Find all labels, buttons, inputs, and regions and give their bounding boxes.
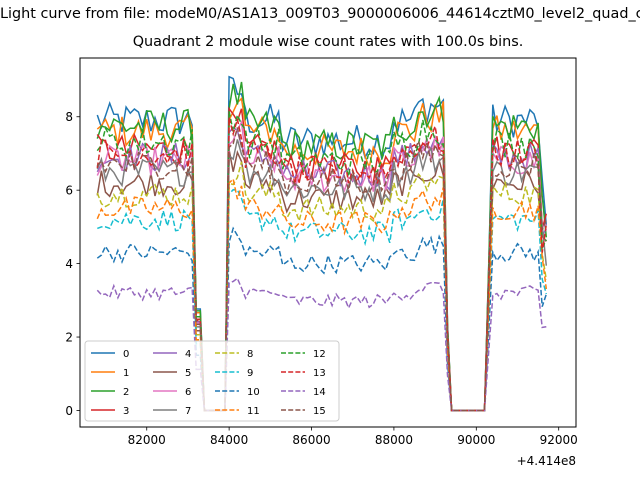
legend-label-5: 5 bbox=[185, 368, 191, 379]
axes-frame bbox=[79, 57, 577, 428]
plot-area bbox=[96, 75, 548, 412]
legend-label-15: 15 bbox=[313, 406, 326, 417]
x-tick-label: 82000 bbox=[128, 433, 166, 447]
legend-label-6: 6 bbox=[185, 387, 191, 398]
legend-label-2: 2 bbox=[123, 387, 129, 398]
legend-box bbox=[84, 340, 340, 422]
series-line-10 bbox=[96, 226, 548, 412]
legend-label-4: 4 bbox=[185, 349, 191, 360]
y-tick-label: 8 bbox=[65, 110, 73, 124]
legend-label-11: 11 bbox=[247, 406, 260, 417]
y-tick-label: 6 bbox=[65, 184, 73, 198]
y-axis: 0 2 4 6 8 bbox=[65, 110, 80, 418]
legend-label-14: 14 bbox=[313, 387, 326, 398]
y-tick-label: 2 bbox=[65, 331, 73, 345]
x-tick-label: 90000 bbox=[457, 433, 495, 447]
chart-title: Quadrant 2 module wise count rates with … bbox=[132, 34, 524, 50]
y-tick-label: 4 bbox=[65, 257, 73, 271]
legend-label-0: 0 bbox=[123, 349, 129, 360]
legend-label-9: 9 bbox=[247, 368, 253, 379]
x-axis: 82000 84000 86000 88000 90000 92000 bbox=[128, 427, 578, 447]
legend-label-7: 7 bbox=[185, 406, 191, 417]
figure-suptitle: Light curve from file: modeM0/AS1A13_009… bbox=[0, 6, 640, 22]
legend-label-12: 12 bbox=[313, 349, 326, 360]
legend-label-13: 13 bbox=[313, 368, 326, 379]
x-tick-label: 92000 bbox=[540, 433, 578, 447]
legend-label-3: 3 bbox=[123, 406, 129, 417]
series-line-15 bbox=[96, 127, 547, 412]
x-offset-label: +4.414e8 bbox=[517, 454, 576, 468]
x-tick-label: 86000 bbox=[292, 433, 330, 447]
series-line-13 bbox=[96, 117, 548, 412]
legend-label-10: 10 bbox=[247, 387, 260, 398]
legend-label-8: 8 bbox=[247, 349, 253, 360]
x-tick-label: 84000 bbox=[210, 433, 248, 447]
x-tick-label: 88000 bbox=[375, 433, 413, 447]
y-tick-label: 0 bbox=[65, 404, 73, 418]
legend-label-1: 1 bbox=[123, 368, 129, 379]
